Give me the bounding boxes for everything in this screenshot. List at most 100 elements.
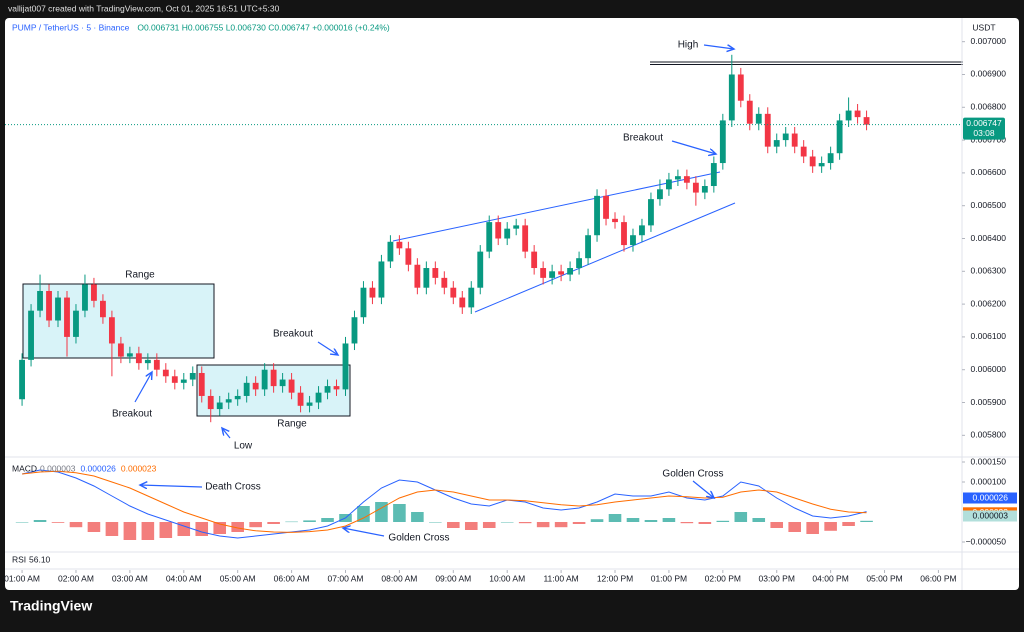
arrow xyxy=(317,341,338,355)
candle-body xyxy=(297,392,304,406)
annotation: Breakout xyxy=(112,409,152,420)
candle-body xyxy=(405,248,412,265)
histogram-bar xyxy=(141,522,155,540)
candle-body xyxy=(755,113,762,124)
macd-badge-label: 0.000026 xyxy=(973,492,1009,502)
candle-body xyxy=(171,376,178,383)
candle-body xyxy=(639,225,645,236)
brand: TradingView xyxy=(10,598,92,614)
arrow xyxy=(140,485,203,487)
candle-body xyxy=(800,146,807,157)
histogram-bar xyxy=(87,522,101,532)
candle-body xyxy=(719,120,726,164)
candle-body xyxy=(117,343,124,357)
candle-body xyxy=(46,290,52,321)
annotation: Range xyxy=(125,270,155,281)
candle-body xyxy=(324,386,331,393)
candle-body xyxy=(737,74,744,101)
candle-body xyxy=(809,156,816,167)
axis-unit: USDT xyxy=(972,22,995,32)
candle-body xyxy=(423,268,430,288)
candle-body xyxy=(189,372,196,380)
histogram-bar xyxy=(860,520,873,522)
histogram-bar xyxy=(231,522,244,532)
x-tick-label: 03:00 PM xyxy=(759,573,795,583)
arrow xyxy=(703,44,734,49)
histogram-bar xyxy=(662,518,676,522)
y-tick-label: 0.005800 xyxy=(971,430,1007,440)
candle-body xyxy=(369,287,376,298)
candle-body xyxy=(450,287,457,298)
x-tick-label: 08:00 AM xyxy=(381,573,417,583)
x-tick-label: 02:00 AM xyxy=(58,573,94,583)
macd-badge-label: 0.000003 xyxy=(973,510,1009,520)
candle-body xyxy=(603,195,609,219)
histogram-bar xyxy=(752,518,766,522)
macd-line xyxy=(21,469,867,539)
histogram-bar xyxy=(195,522,209,536)
arrow xyxy=(343,528,385,537)
candle-body xyxy=(648,199,654,226)
histogram-bar xyxy=(590,519,604,522)
histogram-bar xyxy=(447,522,460,528)
candle-body xyxy=(701,186,708,193)
histogram-bar xyxy=(411,512,424,522)
candle-body xyxy=(764,113,771,147)
candle-body xyxy=(64,297,70,337)
histogram-bar xyxy=(357,506,370,522)
y-tick-label: 0.006000 xyxy=(971,364,1007,374)
x-tick-label: 10:00 AM xyxy=(489,573,525,583)
annotation: Breakout xyxy=(273,329,313,340)
candle-body xyxy=(773,140,780,147)
candle-body xyxy=(522,225,529,252)
candle-body xyxy=(495,222,502,239)
trend-line xyxy=(392,171,721,242)
histogram-bar xyxy=(123,522,137,540)
histogram-bar xyxy=(249,522,262,528)
candle-body xyxy=(261,369,268,390)
candle-body xyxy=(82,284,88,311)
annotation: Breakout xyxy=(623,133,663,144)
candle-body xyxy=(674,176,681,180)
y-tick-label: 0.006600 xyxy=(971,167,1007,177)
histogram-bar xyxy=(500,522,514,523)
x-tick-label: 05:00 AM xyxy=(220,573,256,583)
histogram-bar xyxy=(321,518,334,522)
symbol-legend: PUMP / TetherUS · 5 · Binance xyxy=(12,22,130,32)
histogram-bar xyxy=(518,522,532,524)
arrow xyxy=(222,428,231,439)
candle-body xyxy=(55,297,61,321)
macd-badge xyxy=(963,510,1017,522)
candle-body xyxy=(567,268,574,275)
annotation: Golden Cross xyxy=(662,469,723,480)
candle-body xyxy=(198,372,205,396)
y-tick-label: 0.006800 xyxy=(971,102,1007,112)
y-tick-label: 0.000100 xyxy=(971,476,1007,486)
histogram-bar xyxy=(464,522,478,530)
macd-title: MACD xyxy=(12,463,37,473)
candle-body xyxy=(234,395,241,400)
candle-body xyxy=(468,287,475,308)
last-price-label: 0.006747 xyxy=(966,118,1002,128)
candle-body xyxy=(459,297,466,308)
candle-body xyxy=(342,343,349,390)
candle-body xyxy=(153,359,160,370)
x-tick-label: 05:00 PM xyxy=(866,573,902,583)
candle-body xyxy=(126,353,133,357)
x-tick-label: 06:00 AM xyxy=(274,573,310,583)
histogram-bar xyxy=(770,522,784,528)
candle-body xyxy=(692,182,699,193)
ohlc-legend: O0.006731 H0.006755 L0.006730 C0.006747 … xyxy=(137,22,390,32)
y-tick-label: −0.000050 xyxy=(966,536,1007,546)
histogram-bar xyxy=(177,522,191,536)
candle-body xyxy=(504,228,511,239)
candle-body xyxy=(73,310,79,337)
arrows xyxy=(134,44,734,537)
histogram-bar xyxy=(105,522,119,536)
histogram-bar xyxy=(608,514,622,522)
candle-body xyxy=(279,379,286,387)
histogram-bar xyxy=(842,522,855,526)
candle-body xyxy=(432,268,439,278)
countdown: 03:08 xyxy=(973,128,995,138)
